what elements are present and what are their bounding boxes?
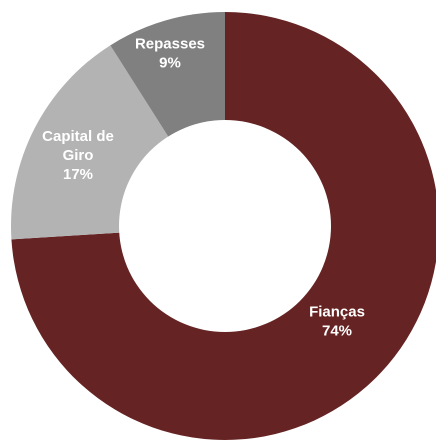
- slice-name-label: Giro: [63, 147, 94, 164]
- slice-value-label: 17%: [63, 166, 93, 183]
- slice-label: Capital de Giro 17%: [42, 128, 114, 183]
- slice-fian-as: [11, 12, 436, 440]
- slice-label: Repasses 9%: [135, 36, 205, 72]
- slice-value-label: 74%: [322, 323, 352, 340]
- donut-hole: [119, 120, 331, 332]
- slice-value-label: 9%: [159, 55, 181, 72]
- slice-label: Fianças 74%: [309, 304, 365, 340]
- slice-name-label: Repasses: [135, 36, 205, 53]
- slice-name-label: Fianças: [309, 304, 365, 321]
- slice-name-label: Capital de: [42, 128, 114, 145]
- slice-labels: Fianças 74% Capital de Giro 17% Repasses 9%: [42, 36, 365, 340]
